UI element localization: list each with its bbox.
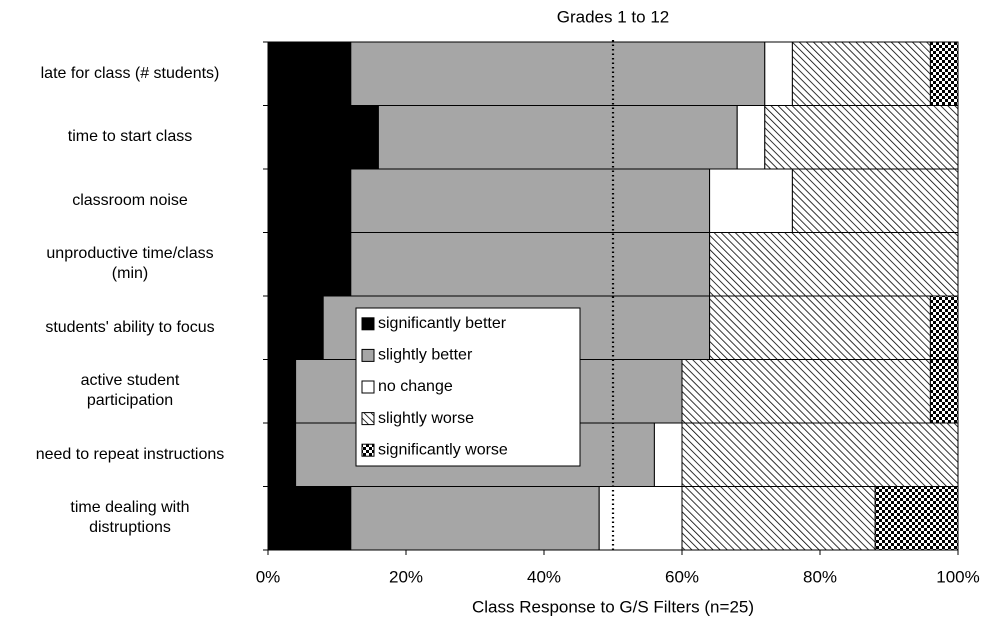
legend: significantly better slightly better no ch… [355, 307, 581, 467]
bar-segment [350, 168, 711, 233]
bar-segment [681, 486, 876, 551]
bar-segment [929, 41, 959, 106]
legend-swatch [361, 317, 375, 331]
chart-title: Grades 1 to 12 [557, 7, 669, 26]
bar-segment [764, 105, 959, 170]
legend-swatch [361, 412, 375, 426]
y-tick-label: students' ability to focus [45, 318, 215, 336]
bar-segment [709, 232, 959, 297]
y-tick-label: need to repeat instructions [35, 445, 225, 463]
y-tick-label: classroom noise [72, 191, 188, 209]
x-tick-label: 40% [527, 567, 561, 586]
legend-label: no change [378, 378, 453, 395]
bar-segment [267, 168, 352, 233]
bar-segment [350, 486, 600, 551]
x-tick-label: 60% [665, 567, 699, 586]
x-tick-label: 100% [936, 567, 979, 586]
y-tick-label: late for class (# students) [40, 64, 220, 82]
legend-label: significantly worse [378, 441, 508, 458]
bar-segment [874, 486, 959, 551]
bar-segment [709, 168, 793, 233]
y-tick-label: unproductive time/class (min) [46, 245, 214, 283]
legend-swatch [361, 380, 375, 394]
bar-segment [681, 359, 931, 424]
legend-label: significantly better [378, 315, 507, 332]
y-tick-label: active student participation [80, 372, 180, 410]
bar-segment [350, 232, 711, 297]
legend-label: slightly worse [378, 410, 474, 427]
bar-segment [929, 295, 959, 360]
bar-segment [350, 41, 766, 106]
bar-segment [598, 486, 683, 551]
legend-swatch [361, 443, 375, 457]
bar-segment [267, 422, 297, 487]
x-tick-label: 20% [389, 567, 423, 586]
bar-segment [267, 41, 352, 106]
x-tick-label: 0% [256, 567, 281, 586]
legend-label: slightly better [378, 347, 473, 364]
bar-segment [267, 105, 379, 170]
bar-segment [709, 295, 931, 360]
bar-segment [681, 422, 959, 487]
legend-box [355, 307, 581, 467]
bar-segment [929, 359, 959, 424]
bar-segment [267, 486, 352, 551]
bar-segment [267, 295, 324, 360]
bar-segment [764, 41, 793, 106]
bar-segment [267, 232, 352, 297]
y-tick-label: time to start class [67, 128, 193, 146]
bar-segment [791, 168, 959, 233]
x-tick-label: 80% [803, 567, 837, 586]
legend-swatch [361, 348, 375, 362]
bar-segment [267, 359, 297, 424]
bar-segment [791, 41, 931, 106]
x-axis-label: Class Response to G/S Filters (n=25) [472, 597, 754, 616]
bar-segment [653, 422, 683, 487]
y-tick-label: time dealing with distruptions [70, 499, 190, 537]
bar-segment [377, 105, 738, 170]
bar-segment [736, 105, 766, 170]
